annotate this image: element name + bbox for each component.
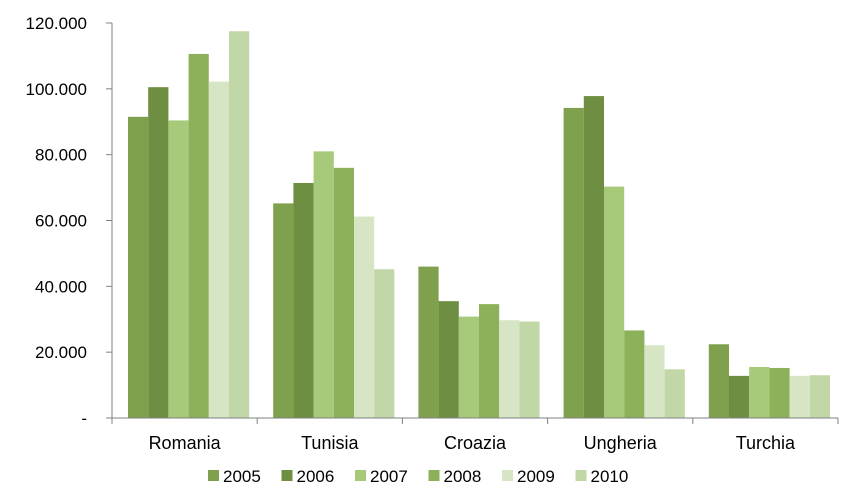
legend-swatch-2005 xyxy=(208,470,219,481)
bar-romania-2008 xyxy=(188,53,209,419)
bars xyxy=(128,31,830,419)
category-label: Croazia xyxy=(444,433,507,453)
bar-ungheria-2009 xyxy=(644,345,665,418)
y-axis-tick-labels: - 20.000 40.000 60.000 80.000 100.000 120.000 xyxy=(26,14,87,428)
bar-tunisia-2010 xyxy=(374,269,395,418)
y-tick-label: 20.000 xyxy=(35,343,87,362)
bar-romania-2006 xyxy=(148,87,169,418)
category-label: Romania xyxy=(149,433,222,453)
bar-tunisia-2007 xyxy=(313,151,334,418)
legend-label: 2005 xyxy=(223,467,261,486)
bar-ungheria-2007 xyxy=(604,186,625,418)
bar-romania-2007 xyxy=(168,120,189,418)
bar-turchia-2008 xyxy=(769,367,790,418)
bar-romania-2009 xyxy=(208,81,229,418)
legend-label: 2006 xyxy=(297,467,335,486)
bar-croazia-2009 xyxy=(499,320,520,418)
x-axis-ticks xyxy=(111,418,839,424)
y-tick-label: 100.000 xyxy=(26,80,87,99)
y-tick-label: 40.000 xyxy=(35,277,87,296)
y-axis-ticks xyxy=(106,22,112,419)
bar-ungheria-2010 xyxy=(664,369,685,418)
y-tick-label: - xyxy=(81,409,87,428)
legend-swatch-2006 xyxy=(281,470,293,481)
bar-tunisia-2009 xyxy=(354,216,375,418)
bar-ungheria-2005 xyxy=(563,107,584,419)
legend-label: 2010 xyxy=(591,467,629,486)
bar-turchia-2010 xyxy=(809,375,830,418)
y-tick-label: 60.000 xyxy=(35,212,87,231)
bar-tunisia-2008 xyxy=(333,167,354,418)
category-label: Turchia xyxy=(736,433,796,453)
bar-croazia-2008 xyxy=(479,304,500,418)
legend-swatch-2007 xyxy=(355,470,366,481)
bar-ungheria-2006 xyxy=(583,96,604,418)
bar-turchia-2006 xyxy=(729,375,750,418)
bar-turchia-2009 xyxy=(789,375,810,418)
bar-turchia-2005 xyxy=(708,344,729,418)
bar-croazia-2010 xyxy=(519,321,540,418)
bar-turchia-2007 xyxy=(749,366,770,418)
legend-label: 2009 xyxy=(517,467,555,486)
legend-swatch-2008 xyxy=(428,470,440,481)
legend: 2005 2006 2007 2008 2009 2010 xyxy=(208,467,628,486)
bar-croazia-2006 xyxy=(438,301,459,418)
bar-romania-2005 xyxy=(128,116,149,418)
x-axis-category-labels: Romania Tunisia Croazia Ungheria Turchia xyxy=(149,433,796,453)
bar-romania-2010 xyxy=(229,31,250,419)
legend-label: 2008 xyxy=(444,467,482,486)
bar-tunisia-2005 xyxy=(273,203,294,418)
legend-swatch-2010 xyxy=(575,470,587,481)
category-label: Ungheria xyxy=(584,433,658,453)
category-label: Tunisia xyxy=(301,433,359,453)
bar-croazia-2005 xyxy=(418,266,439,418)
y-tick-label: 120.000 xyxy=(26,14,87,33)
legend-swatch-2009 xyxy=(502,470,513,481)
bar-croazia-2007 xyxy=(458,316,479,418)
y-tick-label: 80.000 xyxy=(35,146,87,165)
bar-tunisia-2006 xyxy=(293,182,314,418)
legend-label: 2007 xyxy=(370,467,408,486)
bar-ungheria-2008 xyxy=(624,330,645,418)
